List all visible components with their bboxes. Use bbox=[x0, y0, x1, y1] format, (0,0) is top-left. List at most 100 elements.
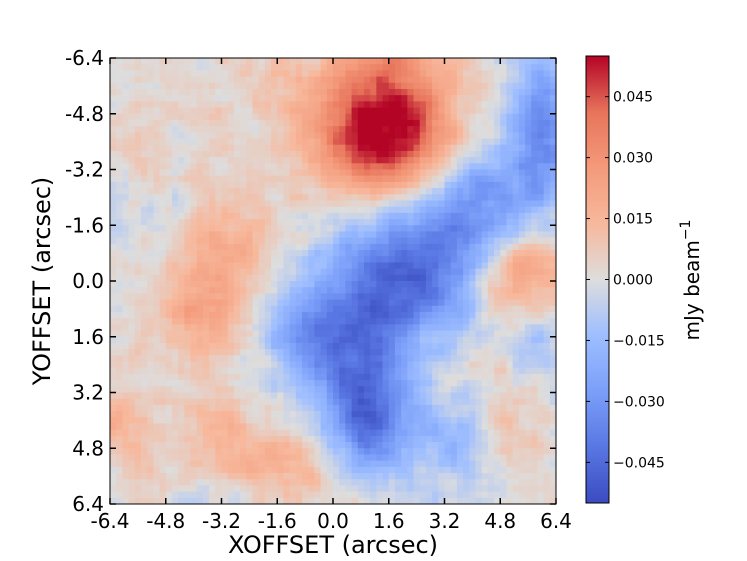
heatmap-cell bbox=[512, 175, 520, 183]
heatmap-cell bbox=[438, 88, 445, 96]
heatmap-cell bbox=[308, 342, 315, 350]
heatmap-cell bbox=[506, 132, 514, 139]
heatmap-cell bbox=[302, 404, 309, 412]
heatmap-cell bbox=[128, 243, 136, 251]
heatmap-cell bbox=[388, 448, 396, 455]
heatmap-cell bbox=[444, 404, 452, 412]
heatmap-cell bbox=[240, 181, 247, 189]
heatmap-cell bbox=[357, 268, 365, 276]
heatmap-cell bbox=[413, 231, 421, 239]
heatmap-cell bbox=[543, 293, 551, 300]
heatmap-cell bbox=[363, 58, 371, 65]
heatmap-cell bbox=[178, 398, 185, 406]
heatmap-cell bbox=[419, 349, 427, 356]
heatmap-cell bbox=[295, 392, 303, 400]
heatmap-cell bbox=[326, 256, 334, 263]
heatmap-cell bbox=[407, 336, 414, 344]
heatmap-cell bbox=[116, 132, 123, 139]
heatmap-cell bbox=[475, 268, 483, 276]
heatmap-cell bbox=[147, 262, 154, 270]
heatmap-cell bbox=[333, 448, 340, 455]
heatmap-cell bbox=[215, 225, 222, 232]
heatmap-cell bbox=[481, 268, 489, 276]
heatmap-cell bbox=[531, 101, 538, 108]
heatmap-cell bbox=[153, 157, 160, 164]
heatmap-cell bbox=[419, 442, 427, 449]
heatmap-cell bbox=[370, 473, 377, 480]
heatmap-cell bbox=[531, 293, 538, 300]
heatmap-cell bbox=[227, 349, 235, 356]
heatmap-cell bbox=[147, 386, 154, 393]
heatmap-cell bbox=[227, 175, 235, 183]
heatmap-cell bbox=[190, 454, 198, 462]
heatmap-cell bbox=[438, 404, 445, 412]
heatmap-cell bbox=[494, 442, 501, 449]
heatmap-cell bbox=[463, 101, 470, 108]
heatmap-cell bbox=[116, 76, 123, 84]
heatmap-cell bbox=[128, 175, 136, 183]
heatmap-cell bbox=[456, 380, 464, 387]
heatmap-cell bbox=[487, 373, 495, 381]
heatmap-cell bbox=[202, 82, 210, 90]
heatmap-cell bbox=[506, 479, 514, 486]
heatmap-cell bbox=[370, 231, 377, 239]
heatmap-cell bbox=[394, 262, 402, 270]
heatmap-cell bbox=[382, 200, 390, 208]
heatmap-cell bbox=[333, 318, 340, 325]
heatmap-cell bbox=[487, 181, 495, 189]
heatmap-cell bbox=[370, 132, 377, 139]
heatmap-cell bbox=[295, 336, 303, 344]
heatmap-cell bbox=[543, 429, 551, 437]
heatmap-cell bbox=[425, 175, 433, 183]
heatmap-cell bbox=[401, 76, 408, 84]
heatmap-cell bbox=[134, 225, 142, 232]
heatmap-cell bbox=[227, 417, 235, 424]
heatmap-cell bbox=[227, 181, 235, 189]
heatmap-cell bbox=[512, 250, 520, 257]
heatmap-cell bbox=[425, 293, 433, 300]
heatmap-cell bbox=[190, 380, 198, 387]
heatmap-cell bbox=[357, 70, 365, 77]
heatmap-cell bbox=[153, 206, 160, 214]
heatmap-cell bbox=[370, 336, 377, 344]
heatmap-cell bbox=[147, 293, 154, 300]
heatmap-cell bbox=[184, 361, 191, 369]
heatmap-cell bbox=[171, 274, 179, 282]
heatmap-cell bbox=[221, 119, 229, 127]
heatmap-cell bbox=[159, 181, 167, 189]
heatmap-cell bbox=[450, 281, 458, 288]
heatmap-cell bbox=[419, 373, 427, 381]
heatmap-cell bbox=[246, 113, 253, 121]
heatmap-cell bbox=[345, 417, 352, 424]
heatmap-cell bbox=[339, 299, 346, 307]
heatmap-cell bbox=[171, 392, 179, 400]
heatmap-cell bbox=[531, 386, 538, 393]
heatmap-cell bbox=[512, 256, 520, 263]
heatmap-cell bbox=[450, 76, 458, 84]
heatmap-cell bbox=[140, 429, 148, 437]
heatmap-cell bbox=[388, 175, 396, 183]
heatmap-cell bbox=[128, 442, 136, 449]
heatmap-cell bbox=[413, 299, 421, 307]
heatmap-cell bbox=[202, 411, 210, 418]
heatmap-cell bbox=[134, 76, 142, 84]
heatmap-cell bbox=[140, 88, 148, 96]
heatmap-cell bbox=[240, 274, 247, 282]
heatmap-cell bbox=[333, 188, 340, 195]
heatmap-cell bbox=[153, 367, 160, 375]
heatmap-cell bbox=[506, 281, 514, 288]
heatmap-cell bbox=[475, 194, 483, 201]
heatmap-cell bbox=[518, 466, 526, 474]
heatmap-cell bbox=[333, 250, 340, 257]
heatmap-cell bbox=[277, 163, 284, 170]
heatmap-cell bbox=[363, 76, 371, 84]
heatmap-cell bbox=[240, 380, 247, 387]
heatmap-cell bbox=[227, 423, 235, 431]
heatmap-cell bbox=[202, 380, 210, 387]
heatmap-cell bbox=[264, 119, 272, 127]
heatmap-cell bbox=[333, 150, 340, 158]
heatmap-cell bbox=[264, 330, 272, 338]
heatmap-cell bbox=[221, 305, 229, 313]
heatmap-cell bbox=[190, 144, 198, 152]
heatmap-cell bbox=[165, 88, 173, 96]
